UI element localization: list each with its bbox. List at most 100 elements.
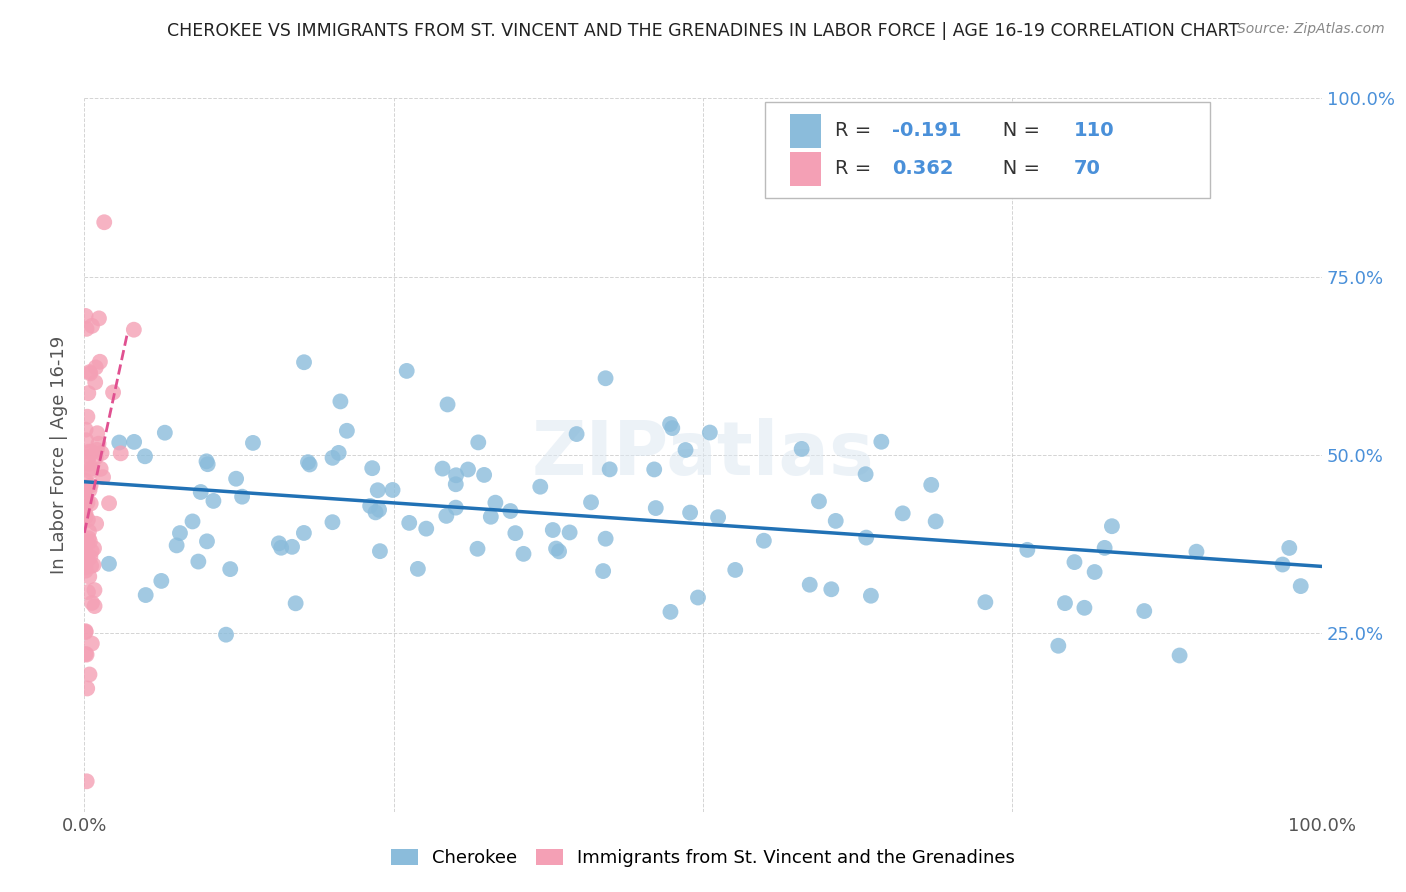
Point — [75, 482, 97, 496]
Point — [1133, 604, 1156, 618]
Point — [328, 446, 350, 460]
Point — [859, 589, 882, 603]
Point — [76, 535, 98, 549]
Point — [659, 605, 682, 619]
Text: 0.362: 0.362 — [893, 160, 953, 178]
Point — [558, 525, 581, 540]
Text: Source: ZipAtlas.com: Source: ZipAtlas.com — [1237, 22, 1385, 37]
Point — [321, 515, 343, 529]
Point — [920, 478, 942, 492]
Point — [1053, 596, 1076, 610]
Point — [80, 318, 103, 333]
Point — [83, 599, 105, 613]
Point — [77, 457, 100, 471]
Point — [699, 425, 721, 440]
Point — [77, 513, 100, 527]
Point — [679, 506, 702, 520]
Point — [361, 461, 384, 475]
Point — [1278, 541, 1301, 555]
Point — [80, 558, 103, 573]
Point — [1073, 600, 1095, 615]
Point — [77, 450, 100, 464]
Point — [79, 549, 101, 564]
Point — [75, 480, 97, 494]
Point — [643, 462, 665, 476]
Point — [91, 470, 114, 484]
Point — [1084, 565, 1107, 579]
Point — [98, 496, 121, 510]
Point — [75, 434, 97, 448]
Point — [79, 462, 101, 476]
Point — [75, 564, 97, 578]
Point — [90, 462, 112, 476]
Point — [80, 496, 103, 510]
Point — [108, 435, 131, 450]
Point — [367, 483, 389, 498]
Point — [75, 423, 97, 437]
Point — [77, 553, 100, 567]
Point — [292, 355, 315, 369]
Point — [75, 492, 97, 507]
Point — [661, 421, 683, 435]
Point — [298, 458, 321, 472]
Point — [659, 417, 682, 431]
Point — [406, 562, 429, 576]
Point — [444, 477, 467, 491]
Point — [84, 360, 107, 375]
Text: R =: R = — [835, 160, 877, 178]
Point — [752, 533, 775, 548]
Point — [824, 514, 846, 528]
Point — [79, 483, 101, 498]
Point — [75, 625, 97, 640]
Point — [242, 436, 264, 450]
Point — [153, 425, 176, 440]
Legend: Cherokee, Immigrants from St. Vincent and the Grenadines: Cherokee, Immigrants from St. Vincent an… — [384, 841, 1022, 874]
Point — [546, 541, 568, 556]
Point — [79, 667, 101, 681]
Point — [467, 541, 489, 556]
Point — [79, 478, 101, 492]
Point — [75, 545, 97, 559]
Point — [336, 424, 359, 438]
Point — [595, 371, 617, 385]
Point — [135, 588, 157, 602]
Point — [267, 536, 290, 550]
Point — [1271, 558, 1294, 572]
Point — [395, 364, 418, 378]
Point — [77, 386, 100, 401]
Point — [90, 446, 112, 460]
Point — [75, 647, 97, 661]
Point — [150, 574, 173, 588]
Text: 70: 70 — [1074, 160, 1101, 178]
Point — [548, 544, 571, 558]
Point — [707, 510, 730, 524]
Point — [87, 311, 110, 326]
Point — [77, 444, 100, 458]
Point — [595, 532, 617, 546]
Point — [444, 468, 467, 483]
Point — [675, 442, 697, 457]
Point — [807, 494, 830, 508]
Point — [77, 531, 100, 545]
Point — [541, 523, 564, 537]
Point — [101, 385, 124, 400]
Point — [79, 534, 101, 549]
Point — [368, 502, 391, 516]
Point — [855, 467, 877, 482]
Point — [686, 591, 709, 605]
Point — [83, 583, 105, 598]
Point — [77, 585, 100, 599]
Point — [169, 526, 191, 541]
Point — [368, 544, 391, 558]
Point — [565, 427, 588, 442]
Point — [855, 531, 877, 545]
Point — [181, 515, 204, 529]
Point — [75, 309, 97, 323]
Point — [1017, 542, 1039, 557]
Point — [80, 596, 103, 610]
Point — [270, 541, 292, 555]
Point — [195, 534, 218, 549]
Point — [76, 774, 98, 789]
Point — [76, 409, 98, 424]
Point — [76, 495, 98, 509]
